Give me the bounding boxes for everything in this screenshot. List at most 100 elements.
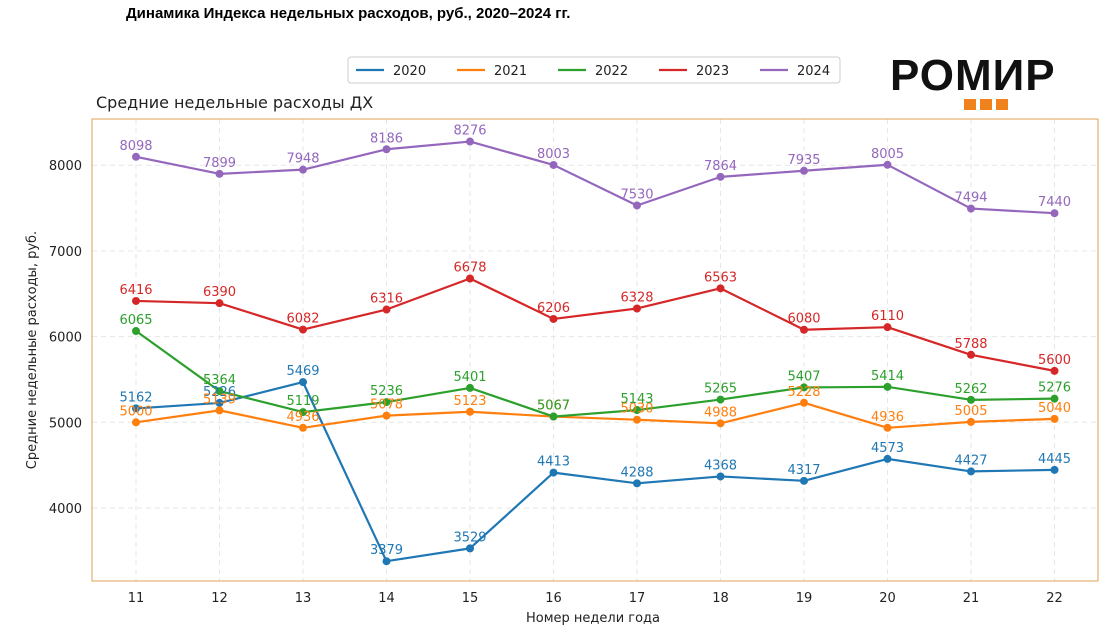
x-tick-label: 21: [963, 591, 980, 606]
y-tick-label: 8000: [49, 159, 82, 174]
y-tick-label: 5000: [49, 416, 82, 431]
data-point-2024: [800, 166, 808, 175]
data-point-2024: [549, 160, 558, 169]
data-label-2024: 7494: [954, 191, 987, 206]
data-point-2023: [883, 323, 892, 332]
data-point-2024: [883, 160, 892, 169]
x-tick-label: 12: [211, 591, 228, 606]
data-point-2023: [716, 284, 725, 293]
series-line-2022: [135, 330, 1055, 418]
data-point-2021: [299, 423, 307, 432]
data-label-2023: 5788: [954, 337, 987, 352]
series-line-2020: [135, 381, 1055, 563]
data-label-2024: 7530: [620, 187, 653, 202]
data-label-2023: 5600: [1038, 353, 1071, 368]
y-tick-label: 6000: [49, 331, 82, 346]
data-label-2023: 6678: [453, 260, 486, 275]
data-label-2020: 4413: [537, 455, 570, 470]
data-label-2020: 4368: [704, 458, 737, 473]
data-label-2024: 8098: [119, 139, 152, 154]
data-label-2024: 7440: [1038, 195, 1071, 210]
data-point-2024: [716, 172, 725, 181]
data-point-2022: [132, 327, 140, 336]
data-point-2024: [132, 152, 140, 161]
series-line-2021: [135, 401, 1055, 429]
data-label-2021: 5078: [370, 398, 403, 413]
data-label-2023: 6206: [537, 301, 570, 316]
romir-logo: РОМИР: [890, 53, 1082, 113]
data-point-2021: [132, 418, 140, 427]
data-label-2022: 5414: [871, 369, 904, 384]
x-tick-label: 16: [545, 591, 562, 606]
data-label-2023: 6416: [119, 283, 152, 298]
x-tick-label: 11: [128, 591, 145, 606]
data-label-2023: 6110: [871, 309, 904, 324]
data-point-2020: [967, 467, 975, 476]
data-label-2022: 6065: [119, 313, 152, 328]
data-point-2022: [967, 395, 975, 404]
data-point-2021: [466, 407, 474, 416]
logo-text: РОМИР: [890, 51, 1056, 100]
data-label-2022: 5119: [286, 394, 319, 409]
data-label-2021: 4936: [286, 410, 319, 425]
data-point-2022: [633, 406, 641, 415]
data-label-2021: 5067: [537, 399, 570, 414]
data-label-2020: 5226: [203, 385, 236, 400]
data-label-2022: 5364: [203, 373, 236, 388]
data-label-2024: 7935: [787, 153, 820, 168]
data-point-2022: [215, 387, 224, 396]
data-point-2020: [132, 404, 140, 413]
data-point-2023: [1050, 366, 1059, 375]
y-tick-label: 4000: [49, 502, 82, 517]
data-point-2022: [549, 412, 558, 421]
data-point-2024: [633, 201, 641, 210]
data-label-2023: 6390: [203, 285, 236, 300]
data-label-2024: 7864: [704, 159, 737, 174]
chart-title: Средние недельные расходы ДХ: [96, 93, 373, 112]
data-label-2020: 5162: [119, 390, 152, 405]
data-label-2020: 4573: [871, 441, 904, 456]
data-labels: 5162 5226 5469 3379 3529 4413 4288 4368 4317 4573…: [119, 124, 1071, 559]
data-label-2021: 4936: [871, 410, 904, 425]
data-label-2022: 5143: [620, 392, 653, 407]
page-title: Динамика Индекса недельных расходов, руб…: [126, 5, 571, 22]
data-point-2023: [549, 314, 558, 323]
legend-label-2021: 2021: [494, 64, 527, 79]
data-label-2022: 5276: [1038, 381, 1071, 396]
data-label-2020: 3379: [370, 543, 403, 558]
x-tick-label: 19: [796, 591, 813, 606]
logo-square-icon: [996, 99, 1008, 110]
legend-box: [347, 56, 841, 84]
axes: 4000 5000 6000 7000 8000 11 12 13 14 15 16 17 18 19 20…: [49, 159, 1063, 606]
data-label-2024: 7899: [203, 156, 236, 171]
data-point-2023: [299, 325, 307, 334]
data-label-2021: 5139: [203, 392, 236, 407]
data-label-2023: 6328: [620, 290, 653, 305]
data-label-2021: 5228: [787, 385, 820, 400]
data-label-2022: 5401: [453, 370, 486, 385]
data-point-2020: [800, 476, 808, 485]
legend-label-2024: 2024: [797, 64, 830, 79]
data-label-2023: 6080: [787, 312, 820, 327]
data-point-2024: [1050, 209, 1059, 218]
data-label-2020: 3529: [453, 530, 486, 545]
data-point-2022: [883, 382, 892, 391]
data-label-2022: 5236: [370, 384, 403, 399]
x-tick-label: 22: [1046, 591, 1063, 606]
logo-square-icon: [980, 99, 992, 110]
series-line-2023: [135, 277, 1055, 372]
data-point-2023: [382, 305, 391, 314]
data-label-2020: 4288: [620, 465, 653, 480]
data-point-2020: [716, 472, 725, 481]
x-axis-label: Номер недели года: [526, 611, 660, 626]
data-label-2024: 8005: [871, 147, 904, 162]
data-point-2020: [549, 468, 558, 477]
data-point-2024: [382, 145, 391, 154]
plot-frame: [91, 118, 1099, 582]
x-tick-label: 13: [295, 591, 312, 606]
y-axis-label: Средние недельные расходы, руб.: [25, 231, 40, 469]
data-label-2022: 5265: [704, 382, 737, 397]
data-label-2021: 5000: [119, 404, 152, 419]
data-point-2020: [883, 454, 892, 463]
